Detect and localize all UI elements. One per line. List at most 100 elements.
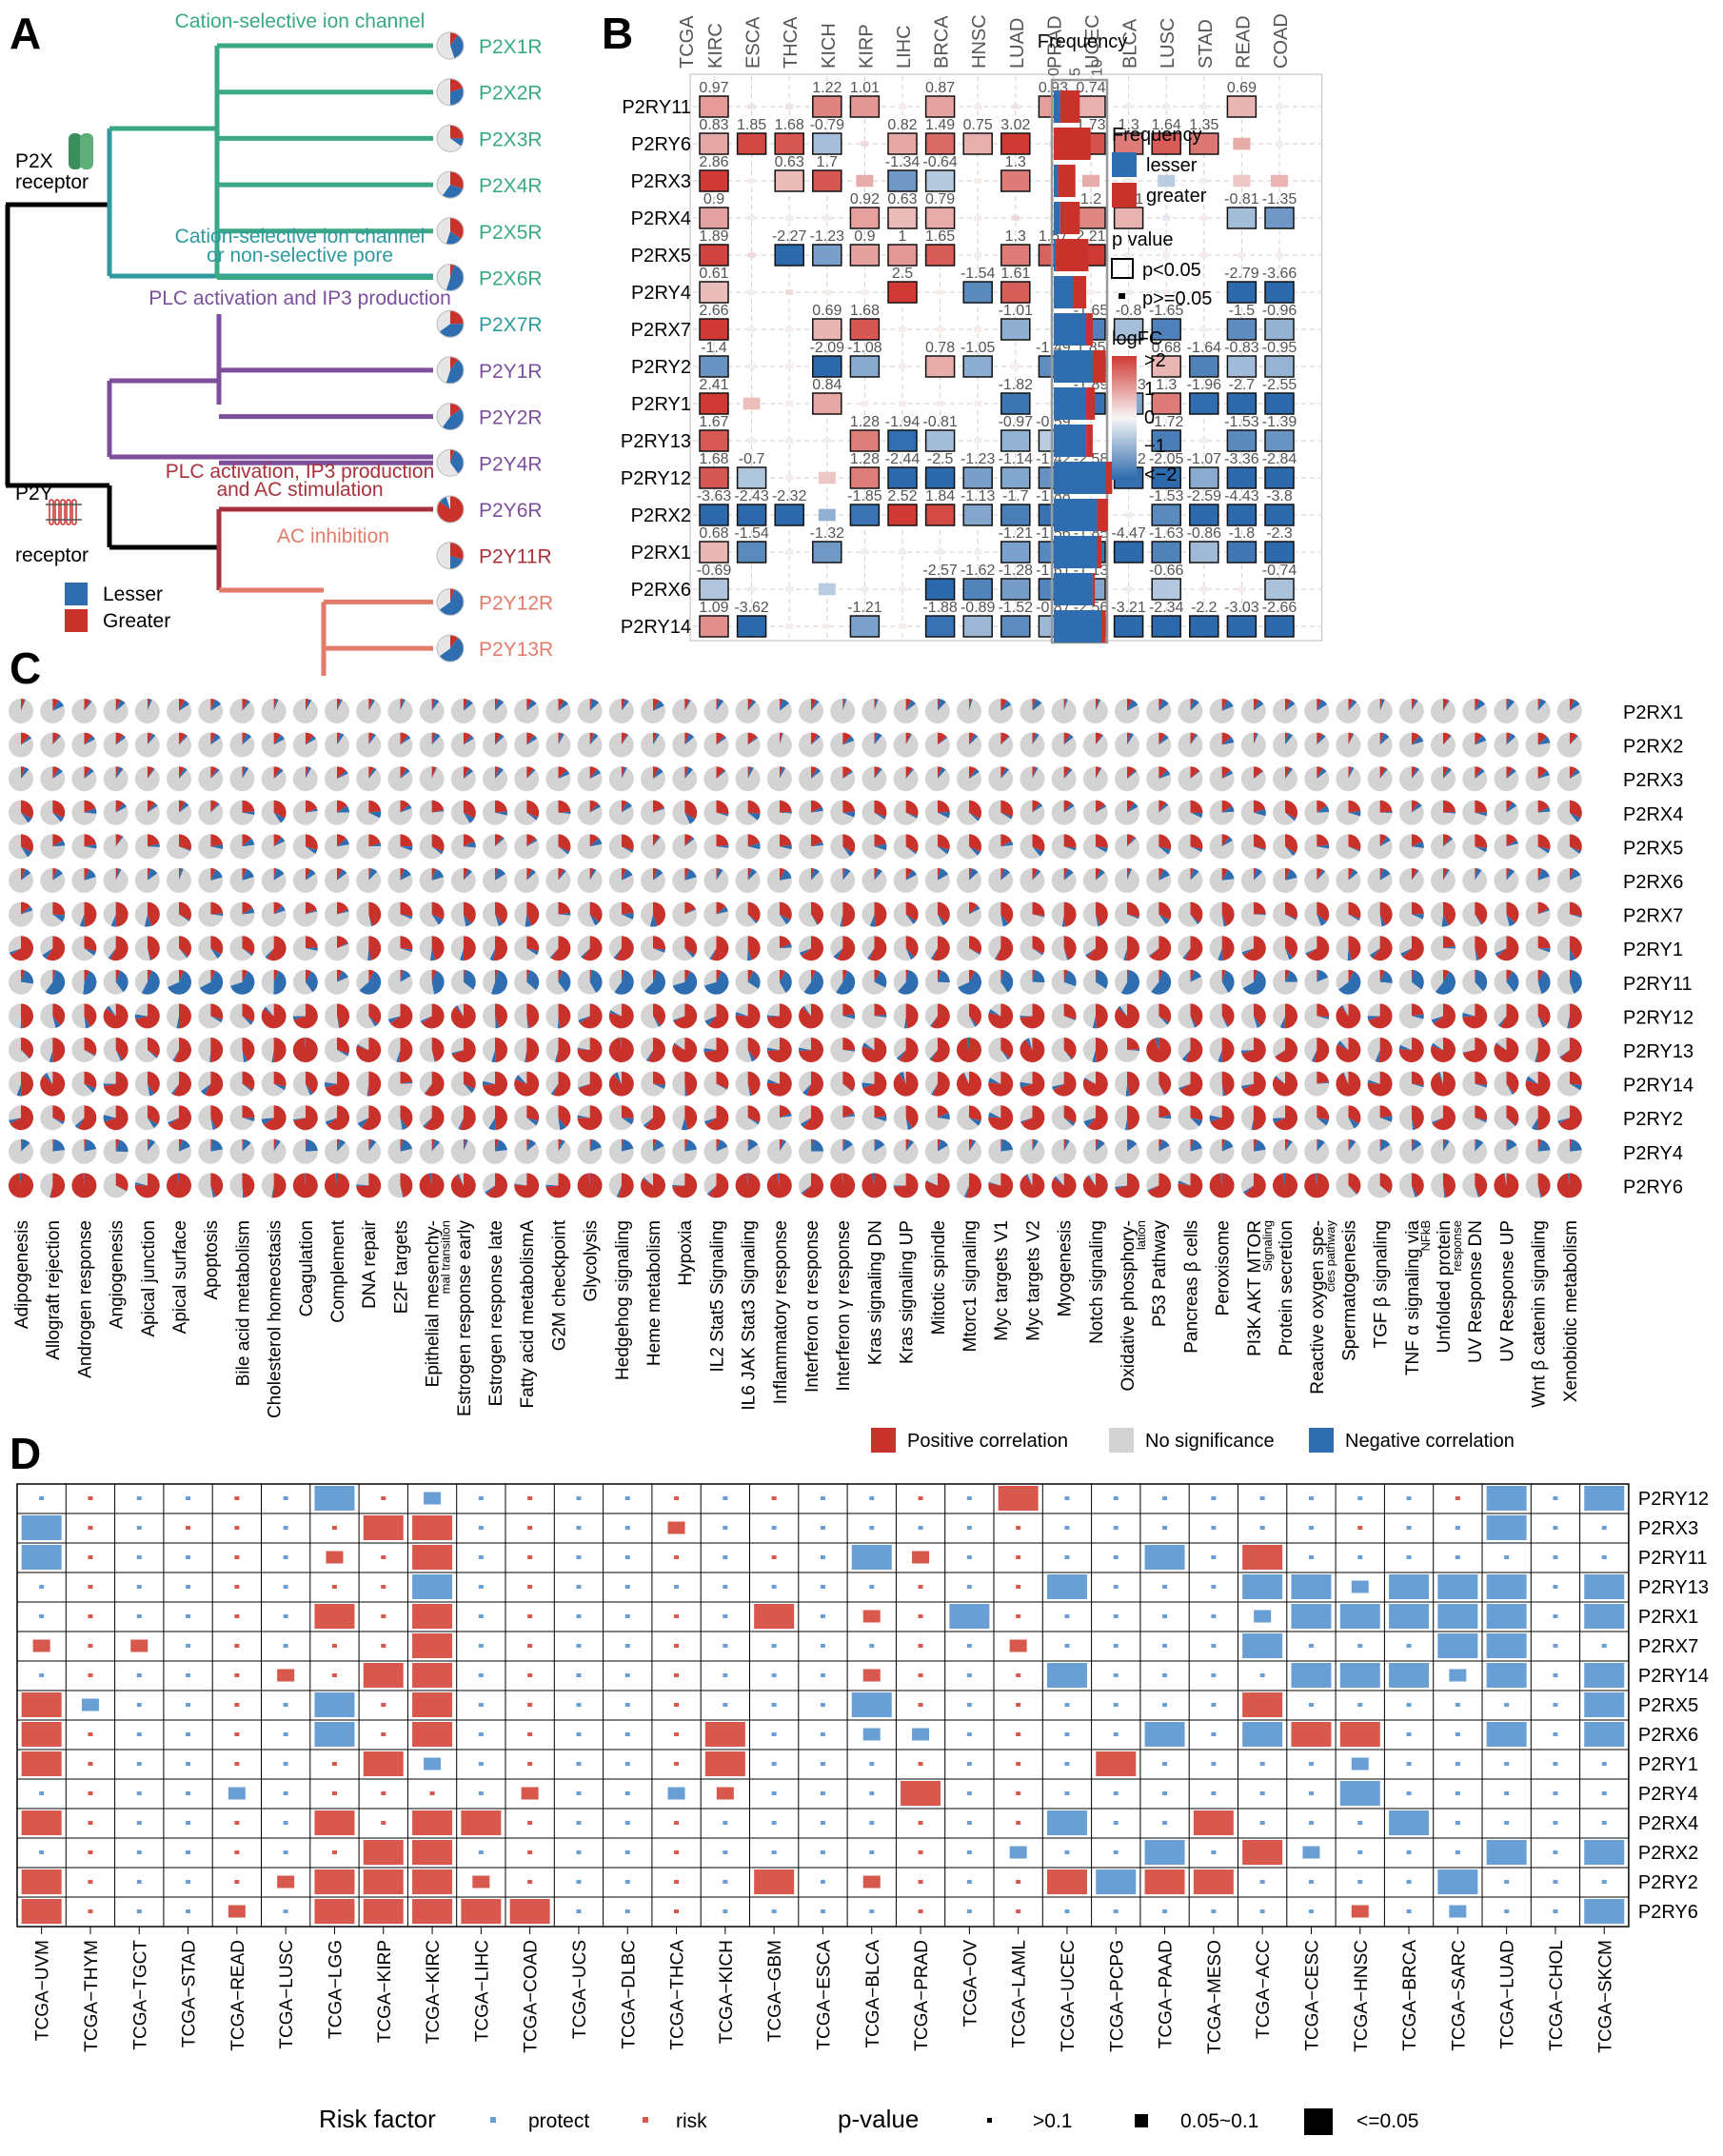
correlation-pie	[1556, 1105, 1582, 1131]
heatmap-cell	[812, 95, 842, 118]
correlation-pie	[1556, 1173, 1582, 1198]
hazard-cell	[966, 1526, 972, 1530]
pie-slice	[545, 868, 571, 893]
correlation-pie	[419, 868, 445, 893]
pie-slice	[115, 1138, 120, 1152]
legend-label: No significance	[1145, 1431, 1275, 1452]
pie-slice	[1178, 1003, 1195, 1029]
correlation-pie	[1336, 901, 1361, 927]
pie-slice	[134, 1038, 157, 1062]
pie-slice	[735, 732, 761, 758]
frequency-bar-greater	[1058, 165, 1076, 197]
pie-slice	[641, 868, 666, 893]
heatmap-cell	[849, 466, 881, 489]
pie-slice	[556, 1038, 571, 1062]
pie-slice	[799, 1173, 811, 1194]
hazard-cell	[412, 1633, 453, 1658]
pie-slice	[229, 1173, 244, 1198]
heatmap-cell	[747, 252, 756, 258]
hazard-cell	[820, 1526, 825, 1530]
pie-slice	[703, 834, 729, 860]
correlation-pie	[766, 1173, 792, 1198]
pie-slice	[115, 803, 128, 813]
correlation-pie	[483, 699, 507, 723]
cell-value: -1.39	[1262, 414, 1297, 430]
pie-slice	[1000, 735, 1010, 745]
pie-slice	[1343, 1071, 1349, 1084]
pie-slice	[1082, 732, 1108, 758]
pie-slice	[1435, 971, 1456, 995]
cell-value: -1.05	[961, 340, 996, 356]
correlation-pie	[640, 1105, 666, 1131]
pie-slice	[905, 901, 919, 921]
correlation-pie	[830, 969, 856, 995]
pie-slice	[21, 812, 32, 823]
pie-slice	[177, 1173, 179, 1186]
correlation-pie	[893, 732, 919, 758]
hazard-cell	[1455, 1703, 1460, 1707]
pie-slice	[1348, 914, 1360, 921]
pie-slice	[424, 1105, 445, 1131]
heatmap-cell	[1199, 289, 1208, 295]
pie-slice	[924, 1173, 950, 1198]
cell-value: -2.5	[927, 451, 954, 467]
pie-slice	[1337, 971, 1361, 995]
pie-slice	[242, 766, 249, 780]
pie-slice	[1095, 834, 1108, 848]
pie-slice	[1240, 1138, 1266, 1164]
pie-slice	[969, 948, 980, 956]
pie-slice	[1285, 766, 1291, 780]
correlation-pie	[356, 699, 382, 723]
pie-slice	[893, 1185, 906, 1187]
cell-value: -1.53	[1149, 488, 1184, 504]
pie-slice	[485, 1173, 508, 1198]
pie-slice	[1305, 948, 1317, 956]
correlation-pie	[735, 766, 761, 792]
pie-slice	[1082, 901, 1099, 927]
pie-slice	[8, 766, 33, 792]
correlation-pie	[1178, 936, 1203, 961]
correlation-pie	[1209, 699, 1235, 723]
pie-slice	[179, 868, 184, 880]
pie-slice	[924, 834, 948, 860]
cell-value: -1.21	[847, 600, 882, 616]
hazard-cell	[21, 1899, 62, 1924]
pie-slice	[803, 970, 824, 995]
pie-slice	[74, 1118, 85, 1129]
pie-slice	[766, 1038, 792, 1062]
correlation-pie	[1336, 1038, 1361, 1062]
pie-slice	[1433, 1038, 1443, 1050]
pie-slice	[451, 1038, 476, 1062]
correlation-pie	[862, 969, 887, 995]
pie-slice	[1525, 1038, 1538, 1062]
pie-slice	[167, 936, 188, 961]
heatmap-cell	[861, 401, 869, 406]
heatmap-cell	[1011, 104, 1020, 109]
pie-slice	[387, 732, 413, 758]
correlation-pie	[799, 699, 823, 723]
pie-slice	[937, 1138, 941, 1152]
hazard-cell	[1601, 1526, 1607, 1530]
pie-slice	[1063, 948, 1069, 960]
pie-slice	[1209, 868, 1235, 893]
pie-slice	[292, 1003, 306, 1017]
pie-slice	[811, 901, 824, 925]
correlation-pie	[292, 1173, 318, 1198]
pie-slice	[684, 812, 696, 824]
pie-slice	[589, 868, 597, 880]
pie-slice	[684, 766, 689, 780]
correlation-pie	[703, 936, 729, 961]
correlation-pie	[956, 1071, 981, 1097]
hazard-cell	[283, 1644, 288, 1648]
pie-slice	[368, 1139, 377, 1152]
row-label: P2RY11	[1623, 974, 1693, 995]
correlation-pie	[198, 969, 224, 995]
pie-slice	[273, 837, 286, 847]
hazard-cell	[1553, 1791, 1558, 1795]
correlation-pie	[1115, 766, 1140, 792]
pie-slice	[1411, 970, 1424, 990]
correlation-pie	[1367, 969, 1393, 995]
pie-slice	[798, 732, 823, 758]
pie-slice	[1159, 1139, 1170, 1152]
panel-label-a: A	[10, 9, 42, 58]
